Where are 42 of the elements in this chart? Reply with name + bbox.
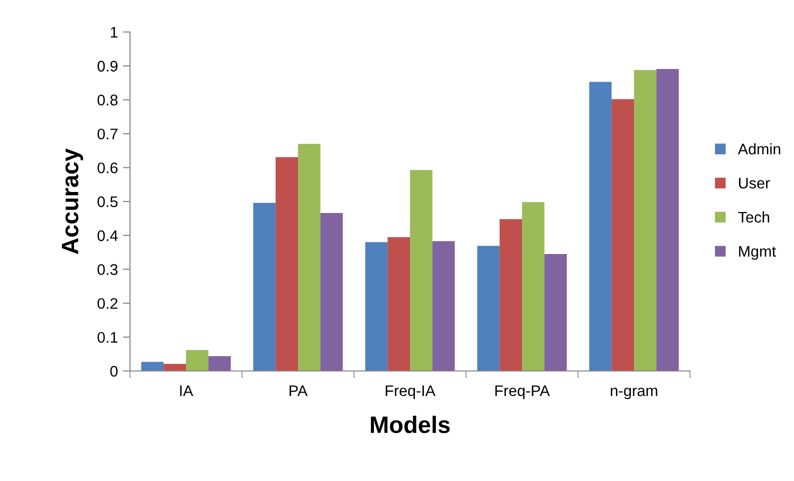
bar	[522, 202, 544, 371]
bar	[141, 362, 164, 371]
y-tick-label: 0.3	[98, 264, 118, 275]
bar	[410, 170, 432, 371]
y-tick-label: 0.6	[98, 162, 118, 174]
y-tick-label: 0.7	[98, 128, 118, 140]
x-tick-label: Freq-PA	[495, 385, 550, 400]
bar	[298, 144, 320, 371]
legend-label: Tech	[738, 211, 770, 223]
bar	[656, 68, 679, 371]
bar	[432, 241, 455, 371]
y-tick-label: 0.8	[98, 94, 118, 106]
legend-label: Admin	[738, 143, 780, 154]
x-tick-label: PA	[290, 385, 308, 396]
bar	[320, 213, 343, 371]
bar	[544, 254, 567, 371]
y-axis-title: Accuracy	[62, 148, 84, 254]
bar	[589, 82, 612, 371]
bar	[186, 350, 208, 371]
bar	[477, 246, 500, 371]
bar	[164, 364, 186, 371]
bar	[365, 242, 388, 371]
bar	[388, 237, 410, 371]
bar	[253, 202, 276, 371]
y-tick-label: 0	[110, 366, 118, 377]
x-tick-label: IA	[180, 385, 194, 396]
x-tick-label: n-gram	[610, 388, 658, 400]
y-tick-label: 0.1	[98, 332, 118, 343]
x-axis-title: Models	[370, 416, 450, 434]
y-tick-label: 0.9	[98, 60, 118, 72]
bar	[500, 219, 522, 371]
legend-label: Mgmt	[739, 246, 776, 260]
y-tick-label: 1	[110, 27, 118, 38]
y-tick-label: 0.4	[98, 230, 118, 242]
x-tick-label: Freq-IA	[386, 385, 436, 400]
y-tick-label: 0.2	[98, 298, 118, 309]
legend-label: User	[739, 178, 770, 189]
bar	[276, 157, 298, 371]
y-tick-label: 0.5	[98, 196, 118, 208]
bar	[634, 70, 656, 371]
bar	[612, 99, 634, 371]
bar	[208, 356, 231, 371]
